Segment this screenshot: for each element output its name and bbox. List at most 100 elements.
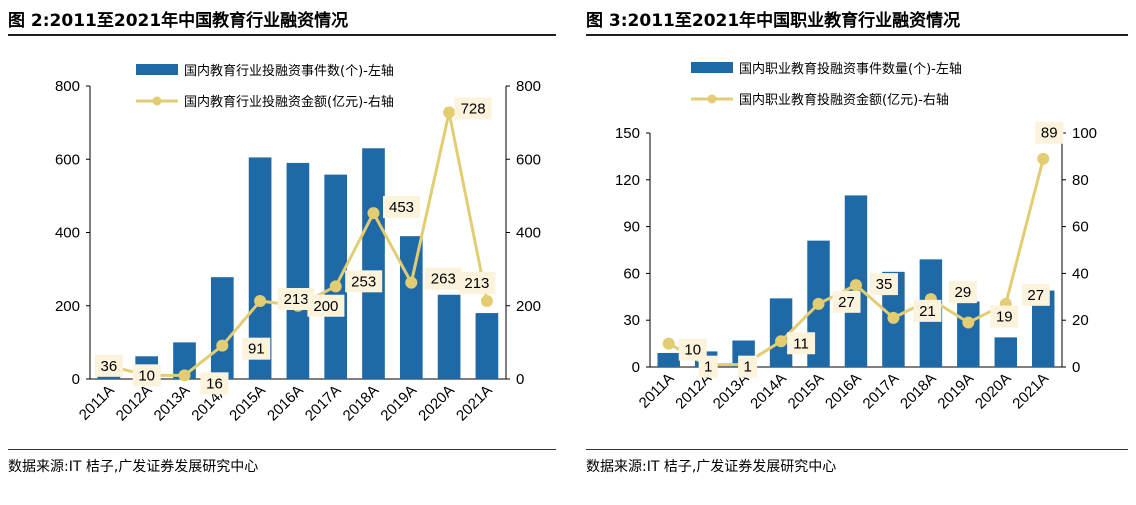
data-label-bg [424, 267, 462, 290]
title-rule [586, 34, 1128, 36]
data-label-bg [1021, 283, 1050, 306]
x-axis-tick-label: 2020A [415, 382, 458, 425]
data-label: 453 [389, 199, 414, 216]
line-point [775, 335, 788, 348]
left-axis-tick-label: 800 [55, 78, 80, 95]
source-note: 数据来源:IT 桔子,广发证券发展研究中心 [8, 459, 259, 475]
legend-line-marker [707, 94, 717, 104]
x-axis-tick-label: 2012A [113, 382, 156, 425]
x-axis-tick-label: 2018A [340, 382, 383, 425]
line-point [405, 276, 418, 289]
bar [248, 157, 272, 379]
data-label: 728 [461, 100, 486, 117]
bar [475, 313, 499, 379]
legend-bar-label: 国内职业教育投融资事件数量(个)-左轴 [739, 61, 962, 77]
right-axis-tick-label: 400 [516, 225, 541, 242]
x-axis-tick-label: 2015A [785, 370, 828, 413]
x-axis-tick-label: 2017A [860, 370, 903, 413]
data-label-bg [678, 338, 707, 361]
bar [399, 236, 423, 379]
right-axis-tick-label: 0 [516, 371, 524, 388]
x-axis-tick-label: 2016A [822, 370, 865, 413]
left-axis-tick-label: 200 [55, 298, 80, 315]
bar [994, 337, 1018, 367]
data-label: 27 [1027, 287, 1044, 304]
left-axis-tick-label: 30 [623, 312, 640, 329]
right-axis-tick-label: 600 [516, 151, 541, 168]
right-axis-tick-label: 80 [1072, 172, 1089, 189]
data-label: 213 [464, 275, 489, 292]
data-label-bg [787, 332, 816, 355]
x-axis-tick-label: 2019A [934, 370, 977, 413]
line-point [254, 294, 267, 307]
data-label-bg [242, 337, 271, 360]
x-axis-tick-label: 2021A [453, 382, 496, 425]
data-label: 36 [101, 358, 118, 375]
data-label: 35 [876, 276, 893, 293]
bar [957, 301, 980, 367]
bar [657, 352, 680, 367]
data-label: 1 [704, 359, 712, 376]
data-label-bg [454, 97, 492, 120]
right-axis-tick-label: 800 [516, 78, 541, 95]
title-rule [8, 34, 556, 36]
data-label: 1 [743, 359, 751, 376]
chart-panel-education: 图 2:2011至2021年中国教育行业融资情况 国内教育行业投融资事件数(个)… [8, 0, 556, 505]
data-label-bg [200, 372, 229, 395]
data-label-bg [948, 281, 977, 304]
legend-bar-swatch [691, 62, 733, 73]
line-point [480, 294, 493, 307]
data-label-bg [307, 294, 345, 317]
data-label-bg [383, 196, 420, 219]
x-axis-tick-label: 2011A [76, 382, 118, 424]
bar [362, 148, 385, 379]
source-rule [8, 449, 556, 450]
data-label: 263 [431, 271, 456, 288]
data-label: 27 [838, 294, 855, 311]
data-label: 21 [919, 303, 936, 320]
line-point [887, 311, 900, 324]
data-label: 10 [684, 342, 701, 359]
chart-title: 图 3:2011至2021年中国职业教育行业融资情况 [586, 11, 961, 31]
legend-line-label: 国内教育行业投融资金额(亿元)-右轴 [184, 94, 394, 110]
line-point [662, 337, 675, 350]
bar [324, 174, 348, 379]
data-label: 10 [138, 367, 155, 384]
x-axis-tick-label: 2020A [972, 370, 1015, 413]
x-axis-tick-label: 2021A [1009, 370, 1052, 413]
right-axis-tick-label: 200 [516, 298, 541, 315]
line-point [329, 280, 342, 293]
data-label-bg [990, 305, 1019, 328]
data-label: 16 [206, 375, 223, 392]
line-point [1037, 152, 1050, 165]
data-label: 213 [284, 291, 309, 308]
line-point [812, 297, 825, 310]
right-axis-tick-label: 100 [1072, 125, 1097, 142]
data-label-bg [458, 271, 496, 294]
line-point [962, 316, 975, 329]
data-label-bg [94, 354, 123, 377]
bar [1031, 290, 1055, 367]
left-axis-tick-label: 400 [55, 225, 80, 242]
data-label: 200 [313, 298, 338, 315]
left-axis-tick-label: 150 [615, 125, 640, 142]
x-axis-tick-label: 2011A [636, 370, 678, 412]
data-label-bg [345, 270, 383, 293]
data-label: 89 [1041, 125, 1058, 142]
x-axis-tick-label: 2016A [264, 382, 307, 425]
data-label: 91 [248, 341, 265, 358]
bar [437, 294, 461, 379]
legend-line-label: 国内职业教育投融资金额(亿元)-右轴 [739, 92, 949, 108]
chart-title: 图 2:2011至2021年中国教育行业融资情况 [8, 11, 349, 31]
data-label-bg [132, 364, 161, 387]
x-axis-tick-label: 2019A [377, 382, 420, 425]
data-label: 253 [351, 273, 376, 290]
data-label: 11 [793, 335, 809, 352]
data-label-bg [869, 273, 898, 296]
source-rule [586, 449, 1128, 450]
right-axis-tick-label: 40 [1072, 265, 1089, 282]
data-label-bg [913, 299, 942, 322]
x-axis-tick-label: 2017A [302, 382, 345, 425]
